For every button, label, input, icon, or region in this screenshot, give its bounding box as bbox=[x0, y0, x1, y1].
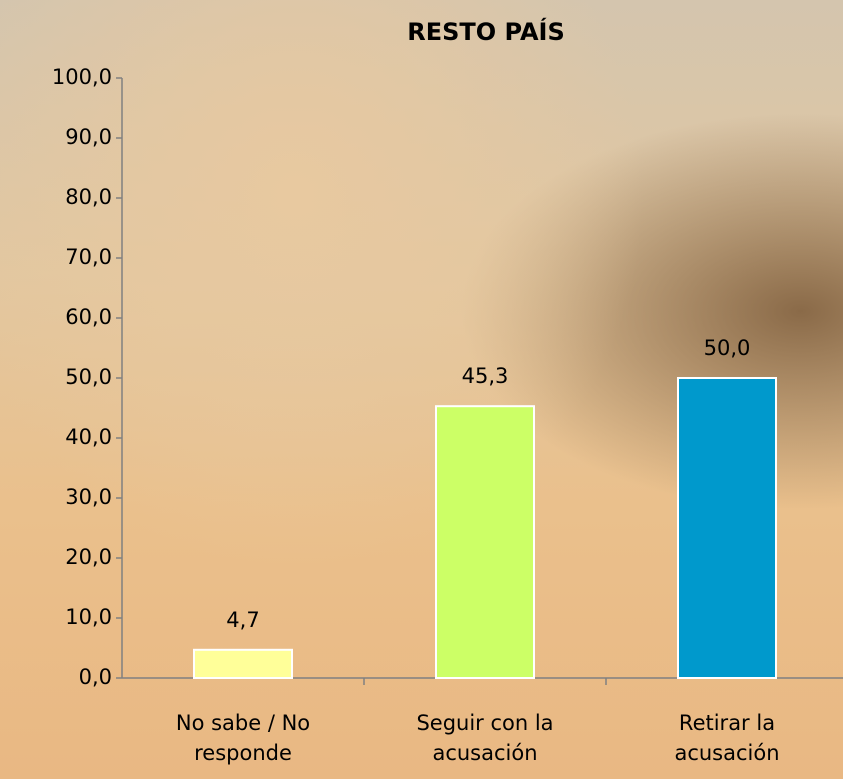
value-label: 45,3 bbox=[462, 364, 509, 388]
y-tick-label: 30,0 bbox=[65, 485, 112, 509]
bar bbox=[677, 377, 777, 679]
y-tick-label: 0,0 bbox=[79, 665, 112, 689]
y-tick-label: 80,0 bbox=[65, 185, 112, 209]
x-tick-label: Retirar la acusación bbox=[674, 711, 780, 765]
y-tick-label: 20,0 bbox=[65, 545, 112, 569]
y-tick-label: 100,0 bbox=[52, 65, 112, 89]
y-tick-label: 50,0 bbox=[65, 365, 112, 389]
value-label: 4,7 bbox=[226, 608, 259, 632]
y-tick-label: 40,0 bbox=[65, 425, 112, 449]
value-label: 50,0 bbox=[704, 336, 751, 360]
y-tick-label: 60,0 bbox=[65, 305, 112, 329]
y-tick-label: 70,0 bbox=[65, 245, 112, 269]
y-tick-label: 10,0 bbox=[65, 605, 112, 629]
x-tick-label: No sabe / No responde bbox=[175, 711, 311, 765]
y-tick-label: 90,0 bbox=[65, 125, 112, 149]
x-tick-label: Seguir con la acusación bbox=[416, 711, 554, 765]
chart-title: RESTO PAÍS bbox=[407, 17, 564, 46]
bar bbox=[435, 405, 535, 679]
bar bbox=[193, 648, 293, 679]
